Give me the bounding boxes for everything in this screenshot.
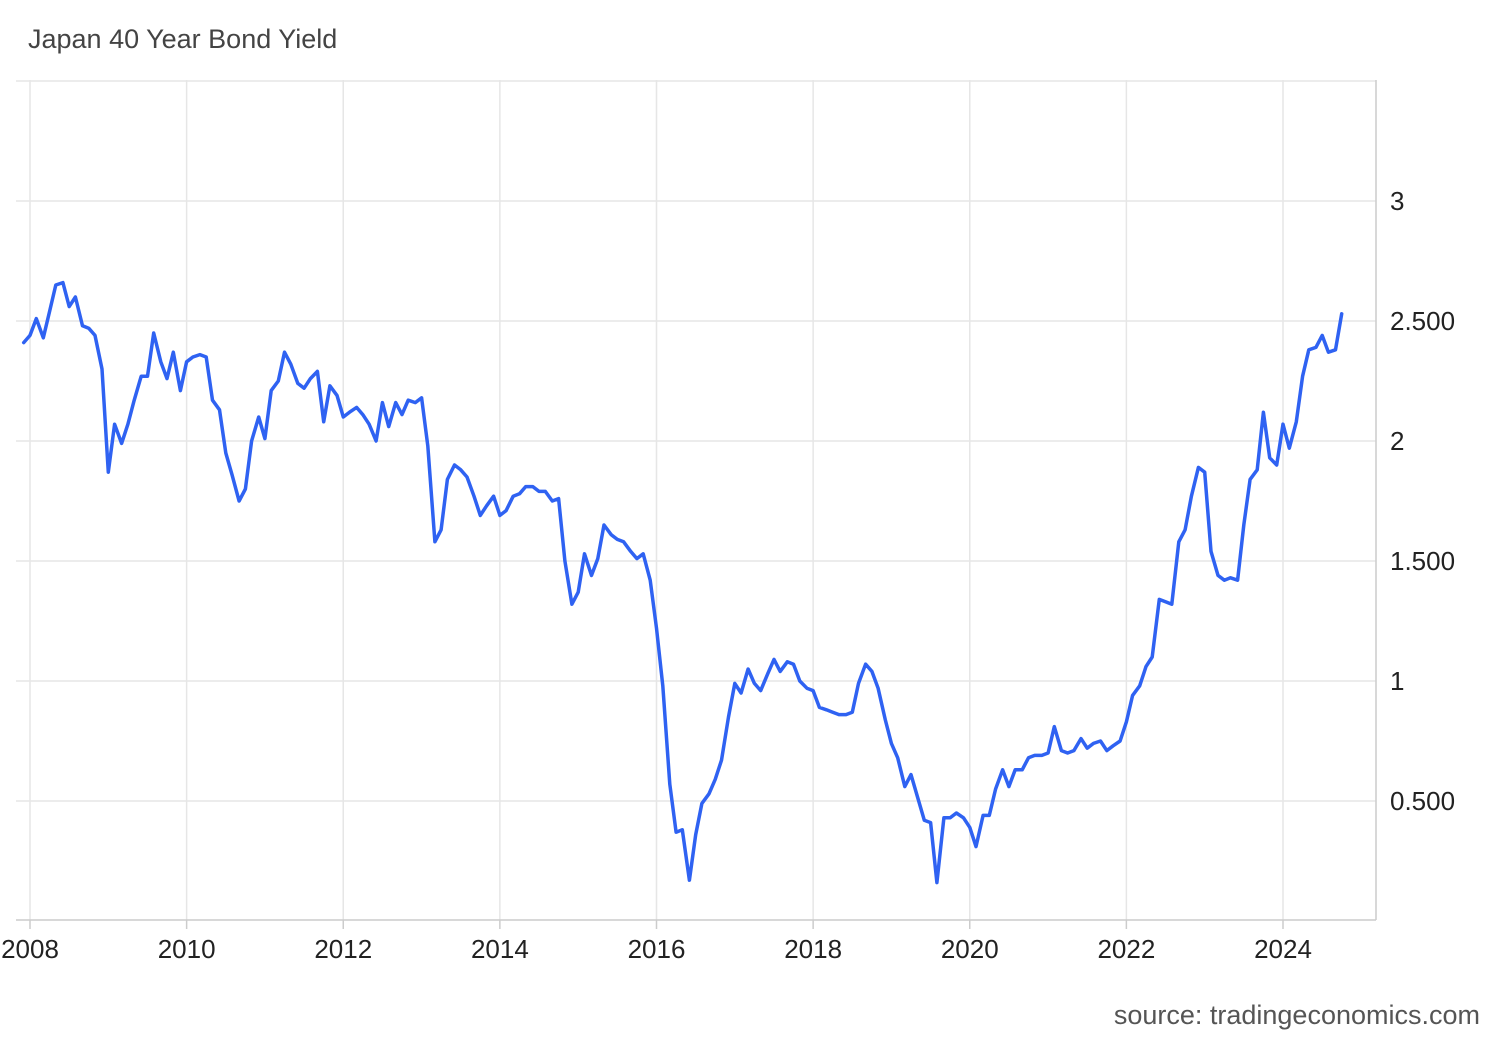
y-tick-label: 1.500 (1390, 546, 1455, 576)
axes (16, 80, 1377, 929)
x-tick-label: 2012 (314, 934, 372, 964)
x-tick-label: 2008 (1, 934, 59, 964)
gridlines (16, 80, 1376, 920)
source-attribution: source: tradingeconomics.com (1113, 1000, 1480, 1030)
x-tick-label: 2010 (158, 934, 216, 964)
x-tick-label: 2022 (1097, 934, 1155, 964)
y-tick-label: 2 (1390, 426, 1404, 456)
y-tick-label: 2.500 (1390, 306, 1455, 336)
x-tick-label: 2024 (1254, 934, 1312, 964)
x-tick-label: 2016 (628, 934, 686, 964)
x-tick-label: 2020 (941, 934, 999, 964)
series-layer (21, 280, 1344, 885)
x-tick-label: 2018 (784, 934, 842, 964)
y-tick-label: 0.500 (1390, 786, 1455, 816)
chart-title: Japan 40 Year Bond Yield (28, 24, 338, 54)
y-tick-label: 1 (1390, 666, 1404, 696)
y-tick-label: 3 (1390, 186, 1404, 216)
x-tick-label: 2014 (471, 934, 529, 964)
series-line-0 (21, 280, 1344, 885)
tick-labels: 0.500 1 1.500 2 2.500 3 2008 2010 2012 2014 2016 20… (1, 186, 1455, 964)
